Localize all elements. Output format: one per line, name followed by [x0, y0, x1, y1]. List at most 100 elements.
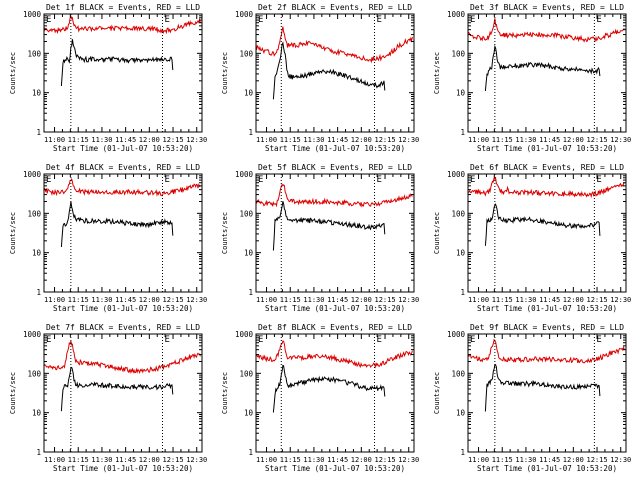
x-tick-label: 12:30 [398, 456, 419, 464]
lld-series-line [255, 26, 413, 64]
lld-series-line [467, 176, 625, 199]
y-tick-label: 1000 [235, 170, 254, 179]
plot-frame [255, 173, 415, 293]
x-axis-label: Start Time (01-Jul-07 10:53:20) [53, 464, 193, 473]
x-tick-label: 12:15 [586, 296, 607, 304]
x-tick-label: 11:30 [303, 136, 324, 144]
x-tick-label: 12:30 [610, 296, 631, 304]
y-axis-label: Counts/sec [433, 372, 441, 414]
interval-marker-start: E [470, 15, 475, 25]
x-tick-label: 12:00 [563, 456, 584, 464]
x-tick-label: 11:45 [115, 296, 136, 304]
x-tick-label: 11:45 [327, 136, 348, 144]
x-tick-label: 11:45 [539, 136, 560, 144]
x-tick-label: 11:15 [492, 456, 513, 464]
x-tick-label: 11:15 [68, 296, 89, 304]
plot-frame [43, 13, 203, 133]
x-axis-label: Start Time (01-Jul-07 10:53:20) [265, 464, 405, 473]
x-tick-label: 11:45 [539, 296, 560, 304]
panel-title: Det 9f BLACK = Events, RED = LLD [470, 323, 624, 332]
y-axis-label: Counts/sec [221, 372, 229, 414]
x-axis-label: Start Time (01-Jul-07 10:53:20) [477, 304, 617, 313]
x-tick-label: 11:30 [303, 456, 324, 464]
lld-series-line [255, 183, 413, 208]
x-tick-label: 12:15 [374, 456, 395, 464]
interval-marker-end: E [165, 335, 170, 345]
panel-title: Det 6f BLACK = Events, RED = LLD [470, 163, 624, 172]
y-axis-label: Counts/sec [433, 52, 441, 94]
y-tick-label: 100 [27, 369, 41, 378]
lld-series-line [43, 177, 201, 197]
panel-det-5f: Det 5f BLACK = Events, RED = LLD E E 1 10 100… [221, 163, 419, 313]
y-tick-label: 1000 [23, 330, 42, 339]
plot-frame [43, 173, 203, 293]
events-series-line [484, 364, 601, 412]
interval-marker-start: E [258, 175, 263, 185]
y-tick-label: 10 [244, 249, 254, 258]
interval-marker-end: E [165, 175, 170, 185]
x-axis-label: Start Time (01-Jul-07 10:53:20) [53, 304, 193, 313]
panel-title: Det 2f BLACK = Events, RED = LLD [258, 3, 412, 12]
x-tick-label: 12:15 [374, 296, 395, 304]
panel-title: Det 1f BLACK = Events, RED = LLD [46, 3, 200, 12]
x-axis-label: Start Time (01-Jul-07 10:53:20) [477, 144, 617, 153]
x-tick-label: 11:30 [91, 296, 112, 304]
x-tick-label: 12:00 [139, 296, 160, 304]
y-axis-label: Counts/sec [9, 52, 17, 94]
y-tick-label: 1 [36, 448, 41, 457]
x-axis-label: Start Time (01-Jul-07 10:53:20) [265, 144, 405, 153]
y-tick-label: 10 [32, 409, 42, 418]
events-series-line [60, 39, 174, 87]
interval-marker-end: E [165, 15, 170, 25]
y-tick-label: 10 [32, 249, 42, 258]
events-series-line [60, 201, 174, 248]
panel-title: Det 3f BLACK = Events, RED = LLD [470, 3, 624, 12]
x-tick-label: 11:15 [280, 296, 301, 304]
lld-series-line [43, 340, 201, 375]
y-tick-label: 1000 [447, 170, 466, 179]
x-tick-label: 11:15 [492, 296, 513, 304]
plot-frame [467, 173, 627, 293]
panel-det-8f: Det 8f BLACK = Events, RED = LLD E E 1 10 100… [221, 323, 419, 473]
x-tick-label: 11:00 [468, 456, 489, 464]
x-tick-label: 12:00 [139, 456, 160, 464]
interval-marker-start: E [258, 15, 263, 25]
x-tick-label: 12:30 [610, 136, 631, 144]
interval-marker-start: E [470, 175, 475, 185]
x-tick-label: 11:00 [468, 296, 489, 304]
y-tick-label: 1000 [447, 330, 466, 339]
lld-series-line [467, 338, 625, 364]
x-tick-label: 12:15 [374, 136, 395, 144]
interval-marker-end: E [377, 15, 382, 25]
events-series-line [272, 201, 386, 251]
x-tick-label: 11:00 [44, 136, 65, 144]
x-tick-label: 12:30 [398, 296, 419, 304]
x-tick-label: 11:00 [44, 456, 65, 464]
events-series-line [484, 44, 601, 92]
x-tick-label: 11:30 [515, 136, 536, 144]
y-tick-label: 1 [460, 448, 465, 457]
interval-marker-start: E [46, 175, 51, 185]
panel-title: Det 5f BLACK = Events, RED = LLD [258, 163, 412, 172]
x-tick-label: 11:30 [303, 296, 324, 304]
x-tick-label: 11:15 [492, 136, 513, 144]
x-tick-label: 11:45 [115, 456, 136, 464]
x-tick-label: 11:00 [468, 136, 489, 144]
x-tick-label: 12:30 [186, 136, 207, 144]
plot-frame [255, 333, 415, 453]
x-tick-label: 12:00 [139, 136, 160, 144]
x-tick-label: 11:45 [539, 456, 560, 464]
x-tick-label: 11:30 [91, 456, 112, 464]
y-tick-label: 1 [248, 128, 253, 137]
x-tick-label: 12:00 [563, 296, 584, 304]
y-axis-label: Counts/sec [9, 212, 17, 254]
y-tick-label: 10 [244, 89, 254, 98]
panel-det-3f: Det 3f BLACK = Events, RED = LLD E E 1 10 100… [433, 3, 631, 153]
x-tick-label: 12:15 [586, 136, 607, 144]
x-tick-label: 12:30 [610, 456, 631, 464]
x-tick-label: 11:45 [115, 136, 136, 144]
x-axis-label: Start Time (01-Jul-07 10:53:20) [53, 144, 193, 153]
x-tick-label: 11:00 [256, 136, 277, 144]
